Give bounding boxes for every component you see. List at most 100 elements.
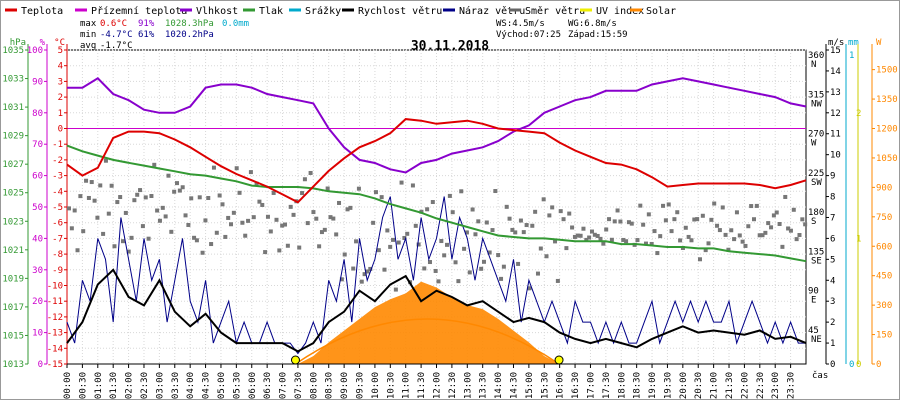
wind-dir-point-228 [715,223,720,228]
wind-dir-point-174 [561,217,566,222]
gust-line [66,196,806,355]
pressure-tick-label-4: 1021 [2,246,24,256]
wind-dir-point-225 [706,241,711,246]
pressure-tick-label-6: 1025 [2,189,24,199]
wind-dir-point-173 [558,209,563,214]
wind-dir-point-46 [197,195,202,200]
uv-tick-label-0: 0 [856,360,861,370]
wind-dir-point-221 [695,217,700,222]
wind-dir-point-41 [183,213,188,218]
wind-dir-point-111 [382,267,387,272]
pressure-tick-label-2: 1017 [2,303,24,313]
temperature-tick-label-12: -3 [52,172,63,182]
x-tick-label-34: 17:00 [586,372,596,399]
wind-dir-point-131 [439,239,444,244]
humidity-tick-label-2: 20 [32,297,43,307]
wind-dir-point-152 [499,276,504,281]
wind-dir-point-185 [592,232,597,237]
wind-dir-point-61 [240,220,245,225]
wind-dir-point-51 [211,165,216,170]
wind-dir-point-136 [453,260,458,265]
wind-dir-point-170 [550,205,555,210]
wind-dir-point-83 [302,177,307,182]
wind-dir-point-119 [405,231,410,236]
temperature-tick-label-14: -1 [52,140,63,150]
wind-dir-point-43 [189,196,194,201]
wind-tick-label-13: 13 [830,88,841,98]
x-tick-label-19: 09:30 [356,372,366,399]
humidity-tick-label-5: 50 [32,203,43,213]
dir-tick-deg-1: 315 [808,90,824,100]
wind-dir-point-11 [98,183,103,188]
wind-dir-point-204 [646,212,651,217]
wind-dir-point-104 [362,272,367,277]
x-tick-label-42: 21:00 [710,372,720,399]
wind-dir-point-122 [413,223,418,228]
wind-dir-point-92 [328,215,333,220]
wind-dir-point-112 [385,228,390,233]
wind-dir-point-0 [67,206,71,211]
stat-0-0: max [80,19,97,29]
wind-dir-point-2 [72,208,77,213]
wind-dir-point-223 [700,213,705,218]
wind-dir-point-5 [81,229,86,234]
rain-tick-label-1: 1 [849,51,854,61]
wind-dir-point-19 [121,239,126,244]
dir-tick-dir-0: N [811,60,816,70]
wind-dir-point-205 [649,241,654,246]
wind-dir-point-98 [345,207,350,212]
wind-dir-point-159 [518,218,523,223]
solar-axis-unit: W [876,38,882,48]
wind-dir-point-74 [277,248,282,253]
temperature-tick-label-15: 0 [58,125,63,135]
solar-tick-label-8: 1200 [876,125,898,135]
wind-dir-point-237 [740,239,745,244]
wind-dir-point-142 [470,207,475,212]
x-tick-label-9: 04:30 [202,372,212,399]
temperature-tick-label-6: -9 [52,266,63,276]
stat-wg: WG:6.8m/s [568,19,617,29]
uv-tick-label-2: 2 [856,109,861,119]
wind-direction-points [67,158,808,292]
wind-dir-point-22 [129,235,134,240]
dir-tick-deg-5: 135 [808,247,824,257]
wind-dir-point-212 [669,229,674,234]
pressure-tick-label-8: 1029 [2,132,24,142]
wind-dir-point-101 [354,239,359,244]
wind-dir-point-15 [109,183,114,188]
wind-dir-point-213 [672,217,677,222]
wind-dir-point-117 [399,180,404,185]
x-tick-label-31: 15:30 [540,372,550,399]
wind-dir-point-28 [146,236,151,241]
temperature-tick-label-13: -2 [52,156,63,166]
wind-dir-point-130 [436,279,441,284]
wind-dir-point-143 [473,232,478,237]
wind-dir-point-52 [214,230,219,235]
wind-dir-point-100 [351,266,356,271]
stat-1-2: 61% [138,30,155,40]
wind-dir-point-215 [678,238,683,243]
x-tick-label-17: 08:30 [325,372,335,399]
wind-dir-point-81 [297,245,302,250]
dir-tick-deg-7: 45 [808,326,819,336]
wind-dir-point-161 [524,223,529,228]
stat-0-3: 1028.3hPa [165,19,214,29]
wind-dir-point-25 [138,188,143,193]
wind-dir-point-227 [712,201,717,206]
wind-dir-point-20 [123,210,128,215]
wind-dir-point-171 [553,239,558,244]
wind-dir-point-178 [572,234,577,239]
x-tick-label-15: 07:30 [294,372,304,399]
wind-tick-label-1: 1 [830,339,835,349]
wind-dir-point-26 [140,224,145,229]
wind-dir-point-251 [780,244,785,249]
wind-dir-point-214 [675,210,680,215]
x-tick-label-45: 22:30 [756,372,766,399]
wind-dir-point-16 [112,244,117,249]
solar-tick-label-2: 300 [876,301,892,311]
solar-tick-label-7: 1050 [876,154,898,164]
wind-dir-point-177 [570,225,575,230]
humidity-tick-label-3: 30 [32,266,43,276]
wind-dir-point-128 [430,200,435,205]
wind-dir-point-259 [803,222,808,227]
